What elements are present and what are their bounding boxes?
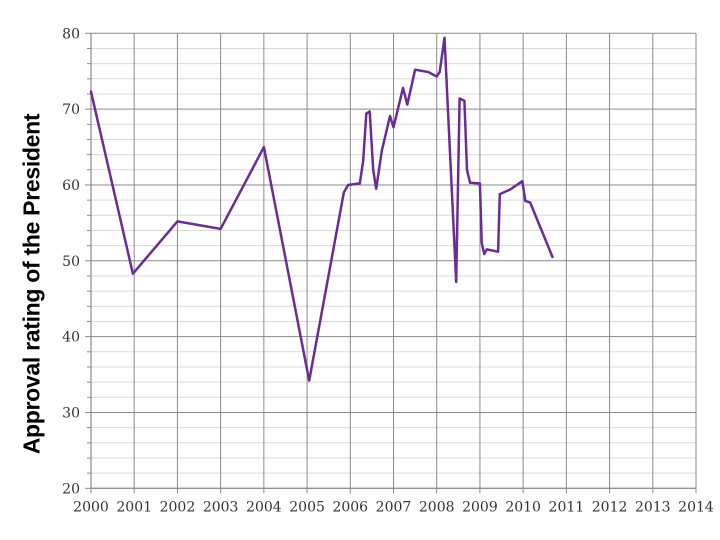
x-tick-label: 2014	[678, 499, 714, 515]
x-tick-label: 2005	[289, 499, 325, 515]
x-tick-label: 2007	[376, 499, 412, 515]
y-tick-label: 60	[62, 178, 80, 194]
x-tick-label: 2011	[549, 499, 585, 515]
y-tick-label: 30	[62, 405, 80, 421]
x-tick-labels: 2000 2001 2002 2003 2004 2005 2006 2007 2008 2009…	[73, 499, 714, 515]
tick-marks	[85, 32, 697, 494]
x-tick-label: 2013	[635, 499, 671, 515]
y-tick-labels: 20 30 40 50 60 70 80	[62, 26, 80, 497]
y-axis-title: Approval rating of the President	[18, 113, 45, 455]
y-tick-label: 80	[62, 26, 80, 42]
y-tick-label: 40	[62, 330, 80, 346]
x-tick-label: 2012	[592, 499, 628, 515]
y-tick-label: 20	[62, 481, 80, 497]
y-tick-label: 70	[62, 102, 80, 118]
x-tick-label: 2004	[246, 499, 282, 515]
x-tick-label: 2002	[160, 499, 196, 515]
x-tick-label: 2010	[505, 499, 541, 515]
x-tick-label: 2000	[73, 499, 109, 515]
data-series	[89, 36, 554, 382]
x-tick-label: 2006	[332, 499, 368, 515]
approval-rating-line	[89, 36, 554, 382]
y-tick-label: 50	[62, 254, 80, 270]
x-tick-label: 2003	[203, 499, 239, 515]
x-tick-label: 2001	[116, 499, 152, 515]
x-tick-label: 2009	[462, 499, 498, 515]
x-tick-label: 2008	[419, 499, 455, 515]
